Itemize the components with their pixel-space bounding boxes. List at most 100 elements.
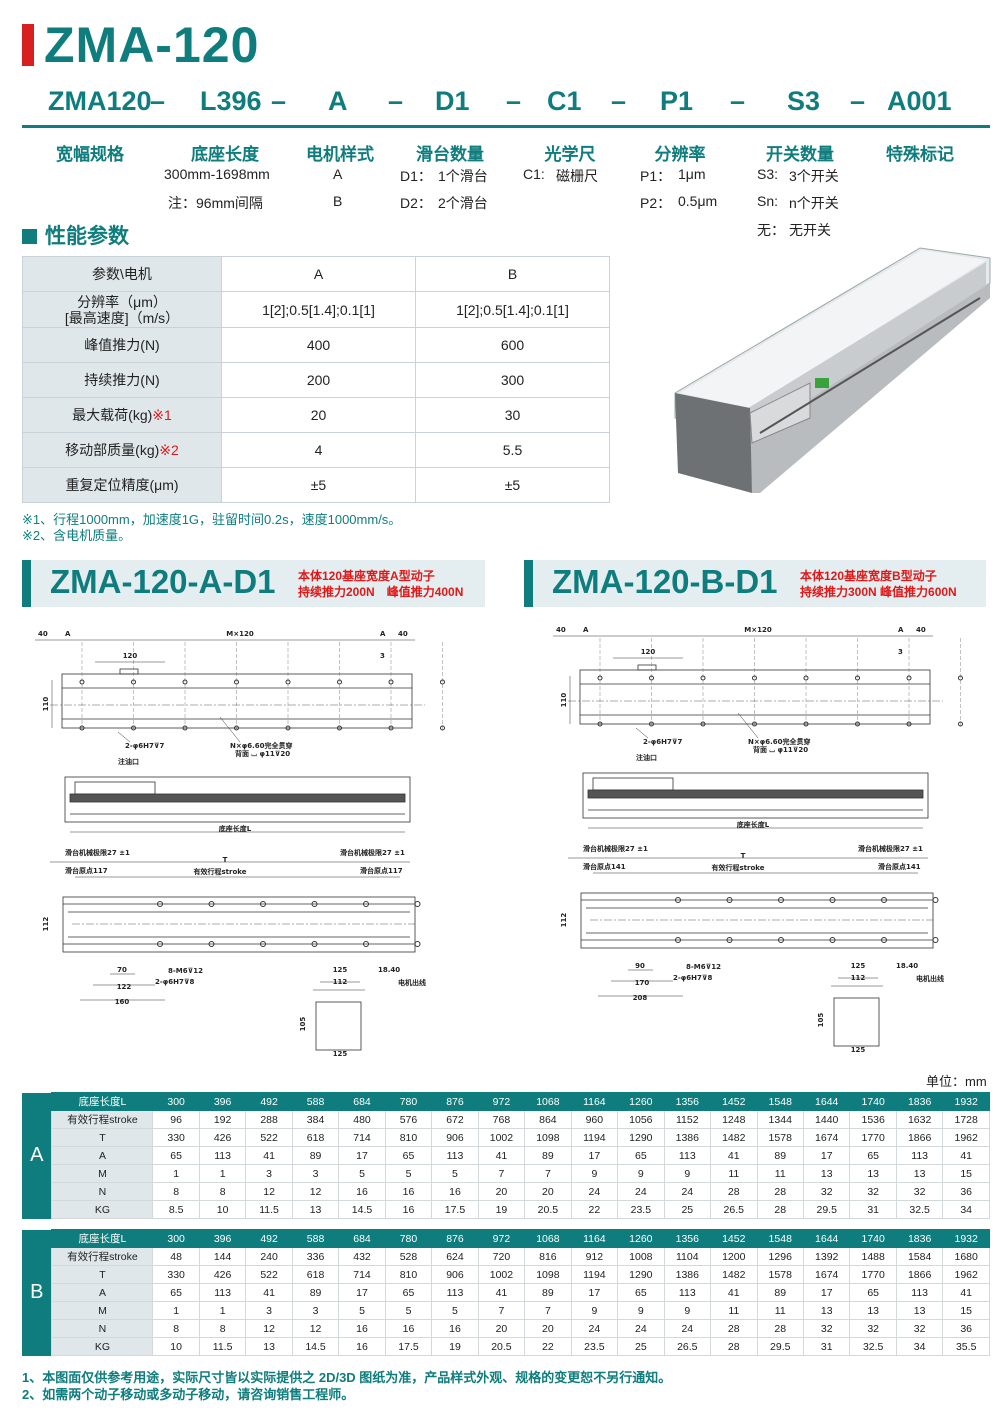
spec-code: S3: [757, 166, 779, 182]
row-label: T [51, 1265, 154, 1284]
value-cell: 41 [477, 1146, 526, 1165]
value-cell: 624 [431, 1247, 479, 1266]
banner-subtitle: 本体120基座宽度A型动子 [298, 569, 435, 583]
value-cell: 1866 [895, 1265, 944, 1284]
value-cell: 9 [663, 1164, 712, 1183]
dimension-label: 3 [380, 652, 385, 660]
value-cell: 1452 [710, 1229, 758, 1248]
banner-title: ZMA-120-A-D1 [50, 563, 276, 600]
group-label: A [22, 1092, 52, 1219]
value-cell-b: 600 [415, 327, 610, 363]
value-cell: 89 [756, 1146, 804, 1165]
spec-value: 3个开关 [789, 168, 839, 184]
value-cell: 1440 [802, 1110, 851, 1129]
value-cell: 14.5 [291, 1337, 340, 1356]
value-cell: 17.5 [384, 1337, 433, 1356]
table-row: 峰值推力(N) 400 600 [22, 327, 610, 363]
dimension-label: 70 [117, 966, 127, 974]
value-cell: 16 [338, 1337, 386, 1356]
value-cell: 7 [524, 1301, 572, 1320]
value-cell: 16 [431, 1182, 479, 1201]
value-cell: 816 [524, 1247, 572, 1266]
value-cell: 1962 [942, 1128, 990, 1147]
spec-header: 滑台数量 [416, 145, 484, 164]
table-header-row: B 底座长度L 300 396 492 588 684 780 876 972 1068 1164 12… [22, 1229, 990, 1356]
dimension-label: 底座长度L [219, 824, 252, 833]
value-cell: 588 [291, 1092, 340, 1111]
value-cell: 24 [570, 1182, 619, 1201]
value-cell: 426 [198, 1128, 247, 1147]
row-label: 有效行程stroke [51, 1110, 154, 1129]
value-cell: 768 [477, 1110, 526, 1129]
value-cell: 1290 [617, 1128, 665, 1147]
value-cell: 24 [617, 1182, 665, 1201]
dimension-label: 滑台机械极限27 ±1 [583, 844, 648, 853]
code-separator: – [730, 86, 746, 116]
value-cell: 17 [802, 1146, 851, 1165]
banner-bar [524, 560, 533, 607]
table-row: A 65 113 41 89 17 65 113 41 89 17 65 113 41 89 17 65 113 4… [22, 1283, 990, 1302]
value-cell: 12 [291, 1182, 340, 1201]
value-cell: 3 [291, 1301, 340, 1320]
value-cell: 32.5 [849, 1337, 897, 1356]
row-label: N [51, 1182, 154, 1201]
divider [22, 125, 990, 128]
value-cell: 1386 [663, 1265, 712, 1284]
code-separator: – [150, 86, 166, 116]
value-cell: 1200 [710, 1247, 758, 1266]
dimension-label: T [741, 852, 746, 860]
dimension-label: 18.40 [378, 966, 400, 974]
value-cell: 35.5 [942, 1337, 990, 1356]
product-image [674, 247, 991, 493]
value-cell-b: 30 [415, 397, 610, 433]
row-label: T [51, 1128, 154, 1147]
value-cell: 26.5 [663, 1337, 712, 1356]
dimension-label: 有效行程stroke [194, 867, 247, 876]
value-cell: 5 [384, 1164, 433, 1183]
value-cell: 13 [895, 1301, 944, 1320]
dimension-label: 170 [635, 979, 650, 987]
value-cell: 1 [152, 1301, 200, 1320]
value-cell: 20 [524, 1319, 572, 1338]
value-cell: 89 [291, 1146, 340, 1165]
value-cell: 41 [942, 1146, 990, 1165]
table-row: 持续推力(N) 200 300 [22, 362, 610, 398]
spec-value: 1个滑台 [438, 168, 488, 184]
value-cell: 9 [617, 1301, 665, 1320]
value-cell: 1260 [617, 1092, 665, 1111]
value-cell: 1674 [802, 1265, 851, 1284]
value-cell: 1770 [849, 1265, 897, 1284]
value-cell: 1008 [617, 1247, 665, 1266]
table-row: 分辨率（μm） [最高速度]（m/s） 1[2];0.5[1.4];0.1[1] 1… [22, 291, 610, 328]
value-cell: 714 [338, 1128, 386, 1147]
value-cell: 16 [431, 1319, 479, 1338]
value-cell: 1584 [895, 1247, 944, 1266]
table-row: N 8 8 12 12 16 16 16 20 20 24 24 24 28 28 32 32 32 36 [22, 1182, 990, 1201]
value-cell: 14.5 [338, 1200, 386, 1219]
dimension-label: 112 [851, 974, 866, 982]
value-cell: 41 [477, 1283, 526, 1302]
value-cell: 1290 [617, 1265, 665, 1284]
spec-value: B [333, 193, 343, 209]
spec-header: 电机样式 [306, 145, 374, 164]
value-cell: 20.5 [477, 1337, 526, 1356]
table-row: 有效行程stroke 48 144 240 336 432 528 624 720 816 912 1… [22, 1247, 990, 1266]
spec-value: 无开关 [789, 222, 831, 238]
value-cell: 36 [942, 1182, 990, 1201]
value-cell: 13 [802, 1164, 851, 1183]
value-cell: 23.5 [617, 1200, 665, 1219]
value-cell: 13 [802, 1301, 851, 1320]
value-cell: 12 [291, 1319, 340, 1338]
value-cell: 1194 [570, 1128, 619, 1147]
value-cell: 1578 [756, 1265, 804, 1284]
value-cell: 41 [710, 1283, 758, 1302]
dimension-label: 3 [898, 648, 903, 656]
value-cell: 714 [338, 1265, 386, 1284]
value-cell: 5 [384, 1301, 433, 1320]
value-cell: 3 [291, 1164, 340, 1183]
value-cell: 684 [338, 1092, 386, 1111]
dimension-label: 滑台机械极限27 ±1 [340, 848, 405, 857]
value-cell: 24 [617, 1319, 665, 1338]
value-cell: 1 [152, 1164, 200, 1183]
value-cell-b: 5.5 [415, 432, 610, 468]
